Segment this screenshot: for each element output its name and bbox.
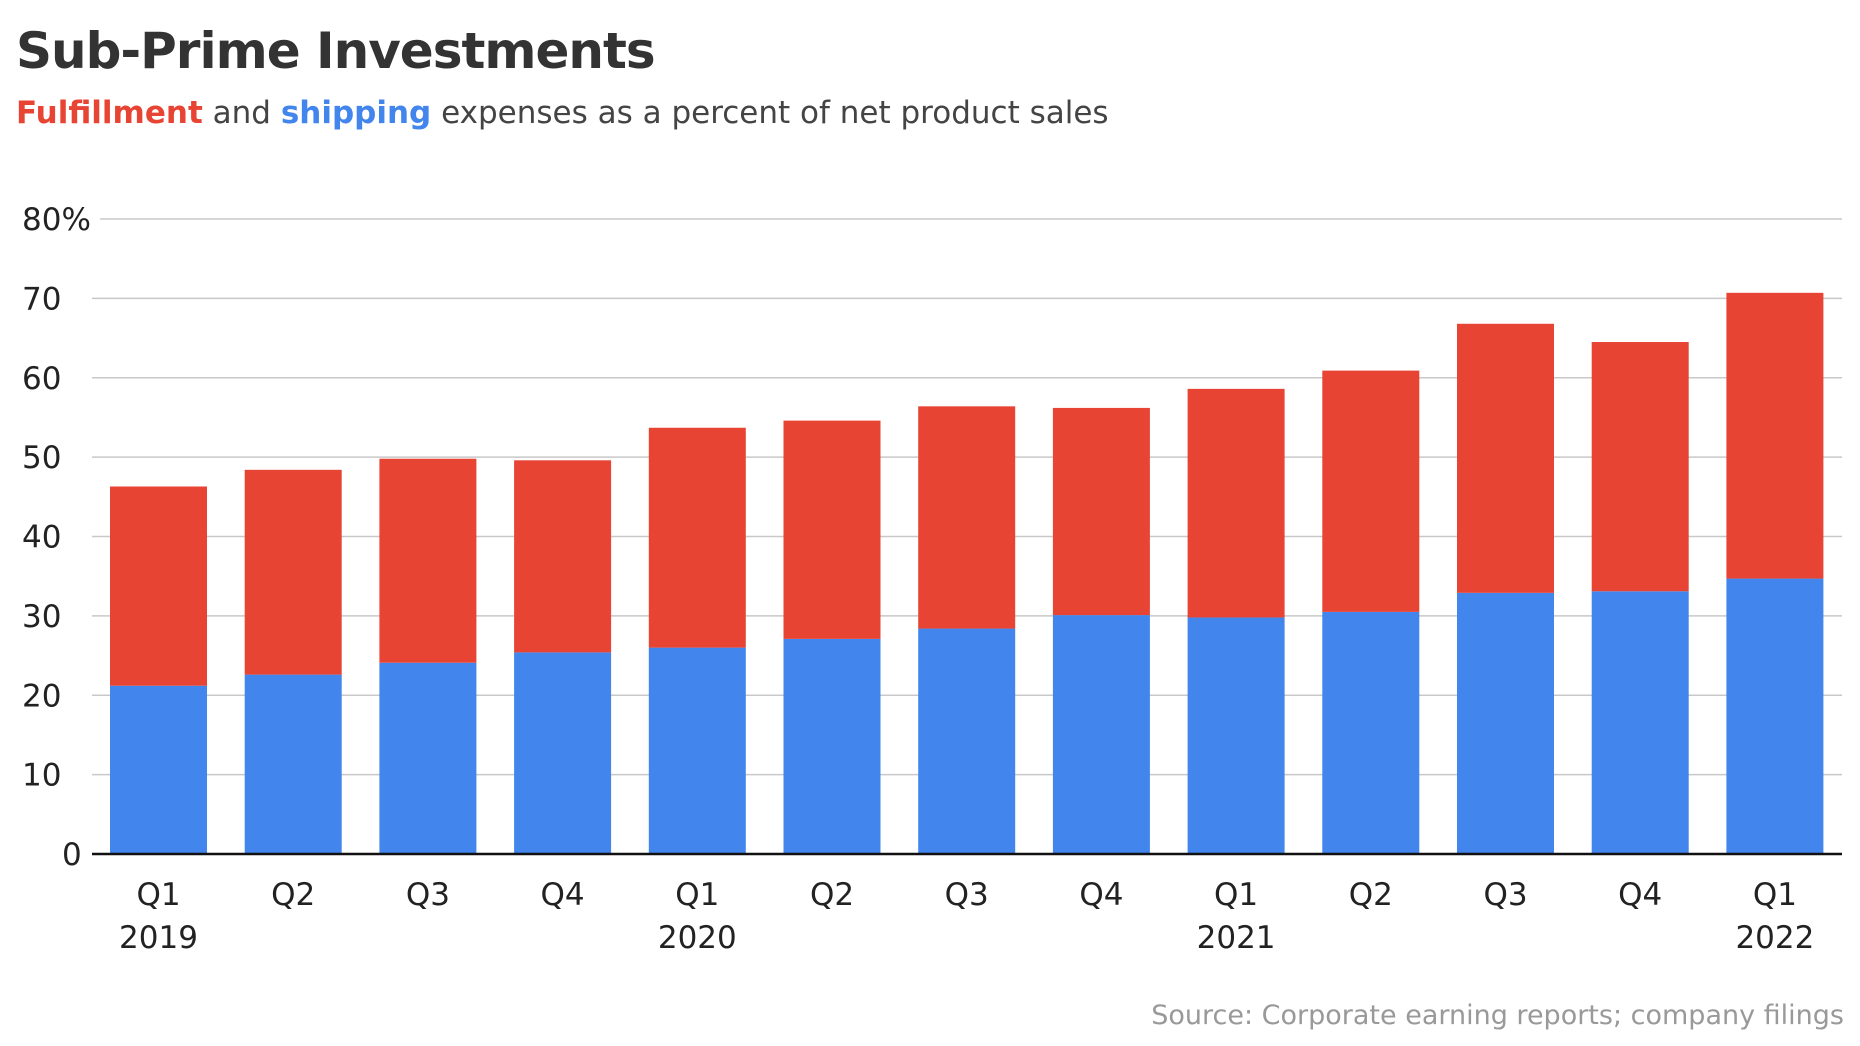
x-tick-quarter: Q2 [1349,877,1393,913]
bar-shipping [1591,591,1689,854]
bar-shipping [918,628,1016,854]
subtitle-rest: expenses as a percent of net product sal… [431,95,1109,131]
bar-shipping [244,674,342,854]
bar-fulfillment [379,458,477,663]
x-tick-quarter: Q3 [1483,877,1527,913]
x-tick-year: 2019 [119,920,198,956]
bar-fulfillment [1591,342,1689,592]
bar-fulfillment [1457,323,1554,593]
bar-shipping [514,652,612,854]
y-tick-label: 30 [22,599,61,635]
x-tick-quarter: Q2 [810,877,854,913]
y-tick-label: 70 [22,281,61,317]
bar-fulfillment [648,427,746,648]
bar-shipping [1052,615,1150,854]
y-tick-label: 50 [22,440,61,476]
subtitle-and: and [202,95,281,131]
subtitle-shipping: shipping [280,95,432,131]
y-tick-label: 60 [22,361,61,397]
bar-shipping [110,685,207,854]
bar-fulfillment [1322,370,1420,612]
x-tick-quarter: Q1 [1214,877,1258,913]
bar-fulfillment [244,469,342,675]
x-tick-year: 2020 [658,920,737,956]
chart-subtitle: Fulfillment and shipping expenses as a p… [16,95,1109,131]
bar-shipping [1322,611,1420,854]
bar-fulfillment [783,420,881,639]
x-tick-quarter: Q4 [1079,877,1123,913]
bar-fulfillment [1187,388,1285,618]
x-tick-quarter: Q2 [271,877,315,913]
bar-shipping [648,647,746,854]
x-tick-year: 2022 [1735,920,1814,956]
x-tick-year: 2021 [1197,920,1276,956]
y-tick-label: 80% [22,202,91,238]
y-tick-label: 20 [22,678,61,714]
bar-shipping [783,638,881,854]
y-tick-label: 40 [22,520,61,556]
bar-fulfillment [110,486,207,686]
x-tick-quarter: Q1 [136,877,180,913]
bar-fulfillment [918,406,1016,629]
x-tick-quarter: Q3 [945,877,989,913]
y-tick-label: 10 [22,758,61,794]
bar-fulfillment [1726,292,1824,579]
x-tick-quarter: Q4 [1618,877,1662,913]
bar-shipping [1457,592,1554,854]
bar-shipping [1187,617,1285,854]
x-tick-quarter: Q1 [675,877,719,913]
bar-shipping [1726,578,1824,854]
bar-shipping [379,662,477,854]
x-tick-quarter: Q3 [406,877,450,913]
chart-title: Sub-Prime Investments [16,22,656,80]
bar-fulfillment [1052,407,1150,616]
x-tick-quarter: Q4 [541,877,585,913]
subtitle-fulfillment: Fulfillment [16,95,203,131]
x-tick-quarter: Q1 [1753,877,1797,913]
source-note: Source: Corporate earning reports; compa… [1151,1000,1844,1031]
bar-fulfillment [514,460,612,653]
y-tick-label: 0 [62,837,82,873]
